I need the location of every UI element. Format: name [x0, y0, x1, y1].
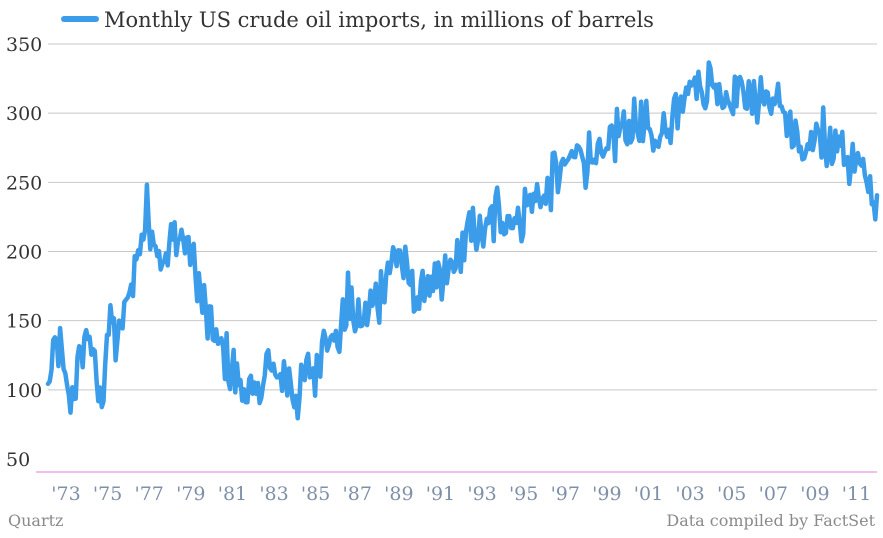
x-tick-label: '95 [509, 483, 538, 505]
x-tick-label: '75 [93, 483, 122, 505]
x-tick-label: '77 [135, 483, 164, 505]
x-tick-label: '85 [301, 483, 330, 505]
x-tick-label: '83 [259, 483, 288, 505]
source-credit: Quartz [8, 511, 64, 530]
x-tick-label: '79 [176, 483, 205, 505]
y-axis-ticks: 50 100 150 200 250 300 350 [6, 34, 42, 471]
x-tick-label: '09 [800, 483, 829, 505]
legend: Monthly US crude oil imports, in million… [61, 8, 654, 32]
x-tick-label: '01 [634, 483, 663, 505]
x-tick-label: '93 [467, 483, 496, 505]
legend-label: Monthly US crude oil imports, in million… [104, 8, 654, 32]
y-tick-label: 150 [6, 311, 42, 333]
x-tick-label: '87 [343, 483, 372, 505]
x-tick-label: '07 [759, 483, 788, 505]
y-tick-label: 50 [6, 449, 30, 471]
x-tick-label: '11 [842, 483, 871, 505]
x-tick-label: '81 [218, 483, 247, 505]
x-tick-label: '97 [551, 483, 580, 505]
series-line-crude-oil-imports [45, 60, 880, 421]
x-tick-label: '05 [717, 483, 746, 505]
x-tick-label: '89 [384, 483, 413, 505]
y-tick-label: 300 [6, 103, 42, 125]
y-tick-label: 350 [6, 34, 42, 56]
y-tick-label: 250 [6, 172, 42, 194]
x-tick-label: '99 [592, 483, 621, 505]
x-tick-label: '73 [51, 483, 80, 505]
x-axis-ticks: '73 '75 '77 '79 '81 '83 '85 '87 '89 '91 '93 '95 '97 '… [51, 483, 871, 505]
y-tick-label: 100 [6, 380, 42, 402]
x-tick-label: '03 [675, 483, 704, 505]
x-tick-label: '91 [426, 483, 455, 505]
y-tick-label: 200 [6, 242, 42, 264]
data-credit: Data compiled by FactSet [666, 511, 875, 530]
